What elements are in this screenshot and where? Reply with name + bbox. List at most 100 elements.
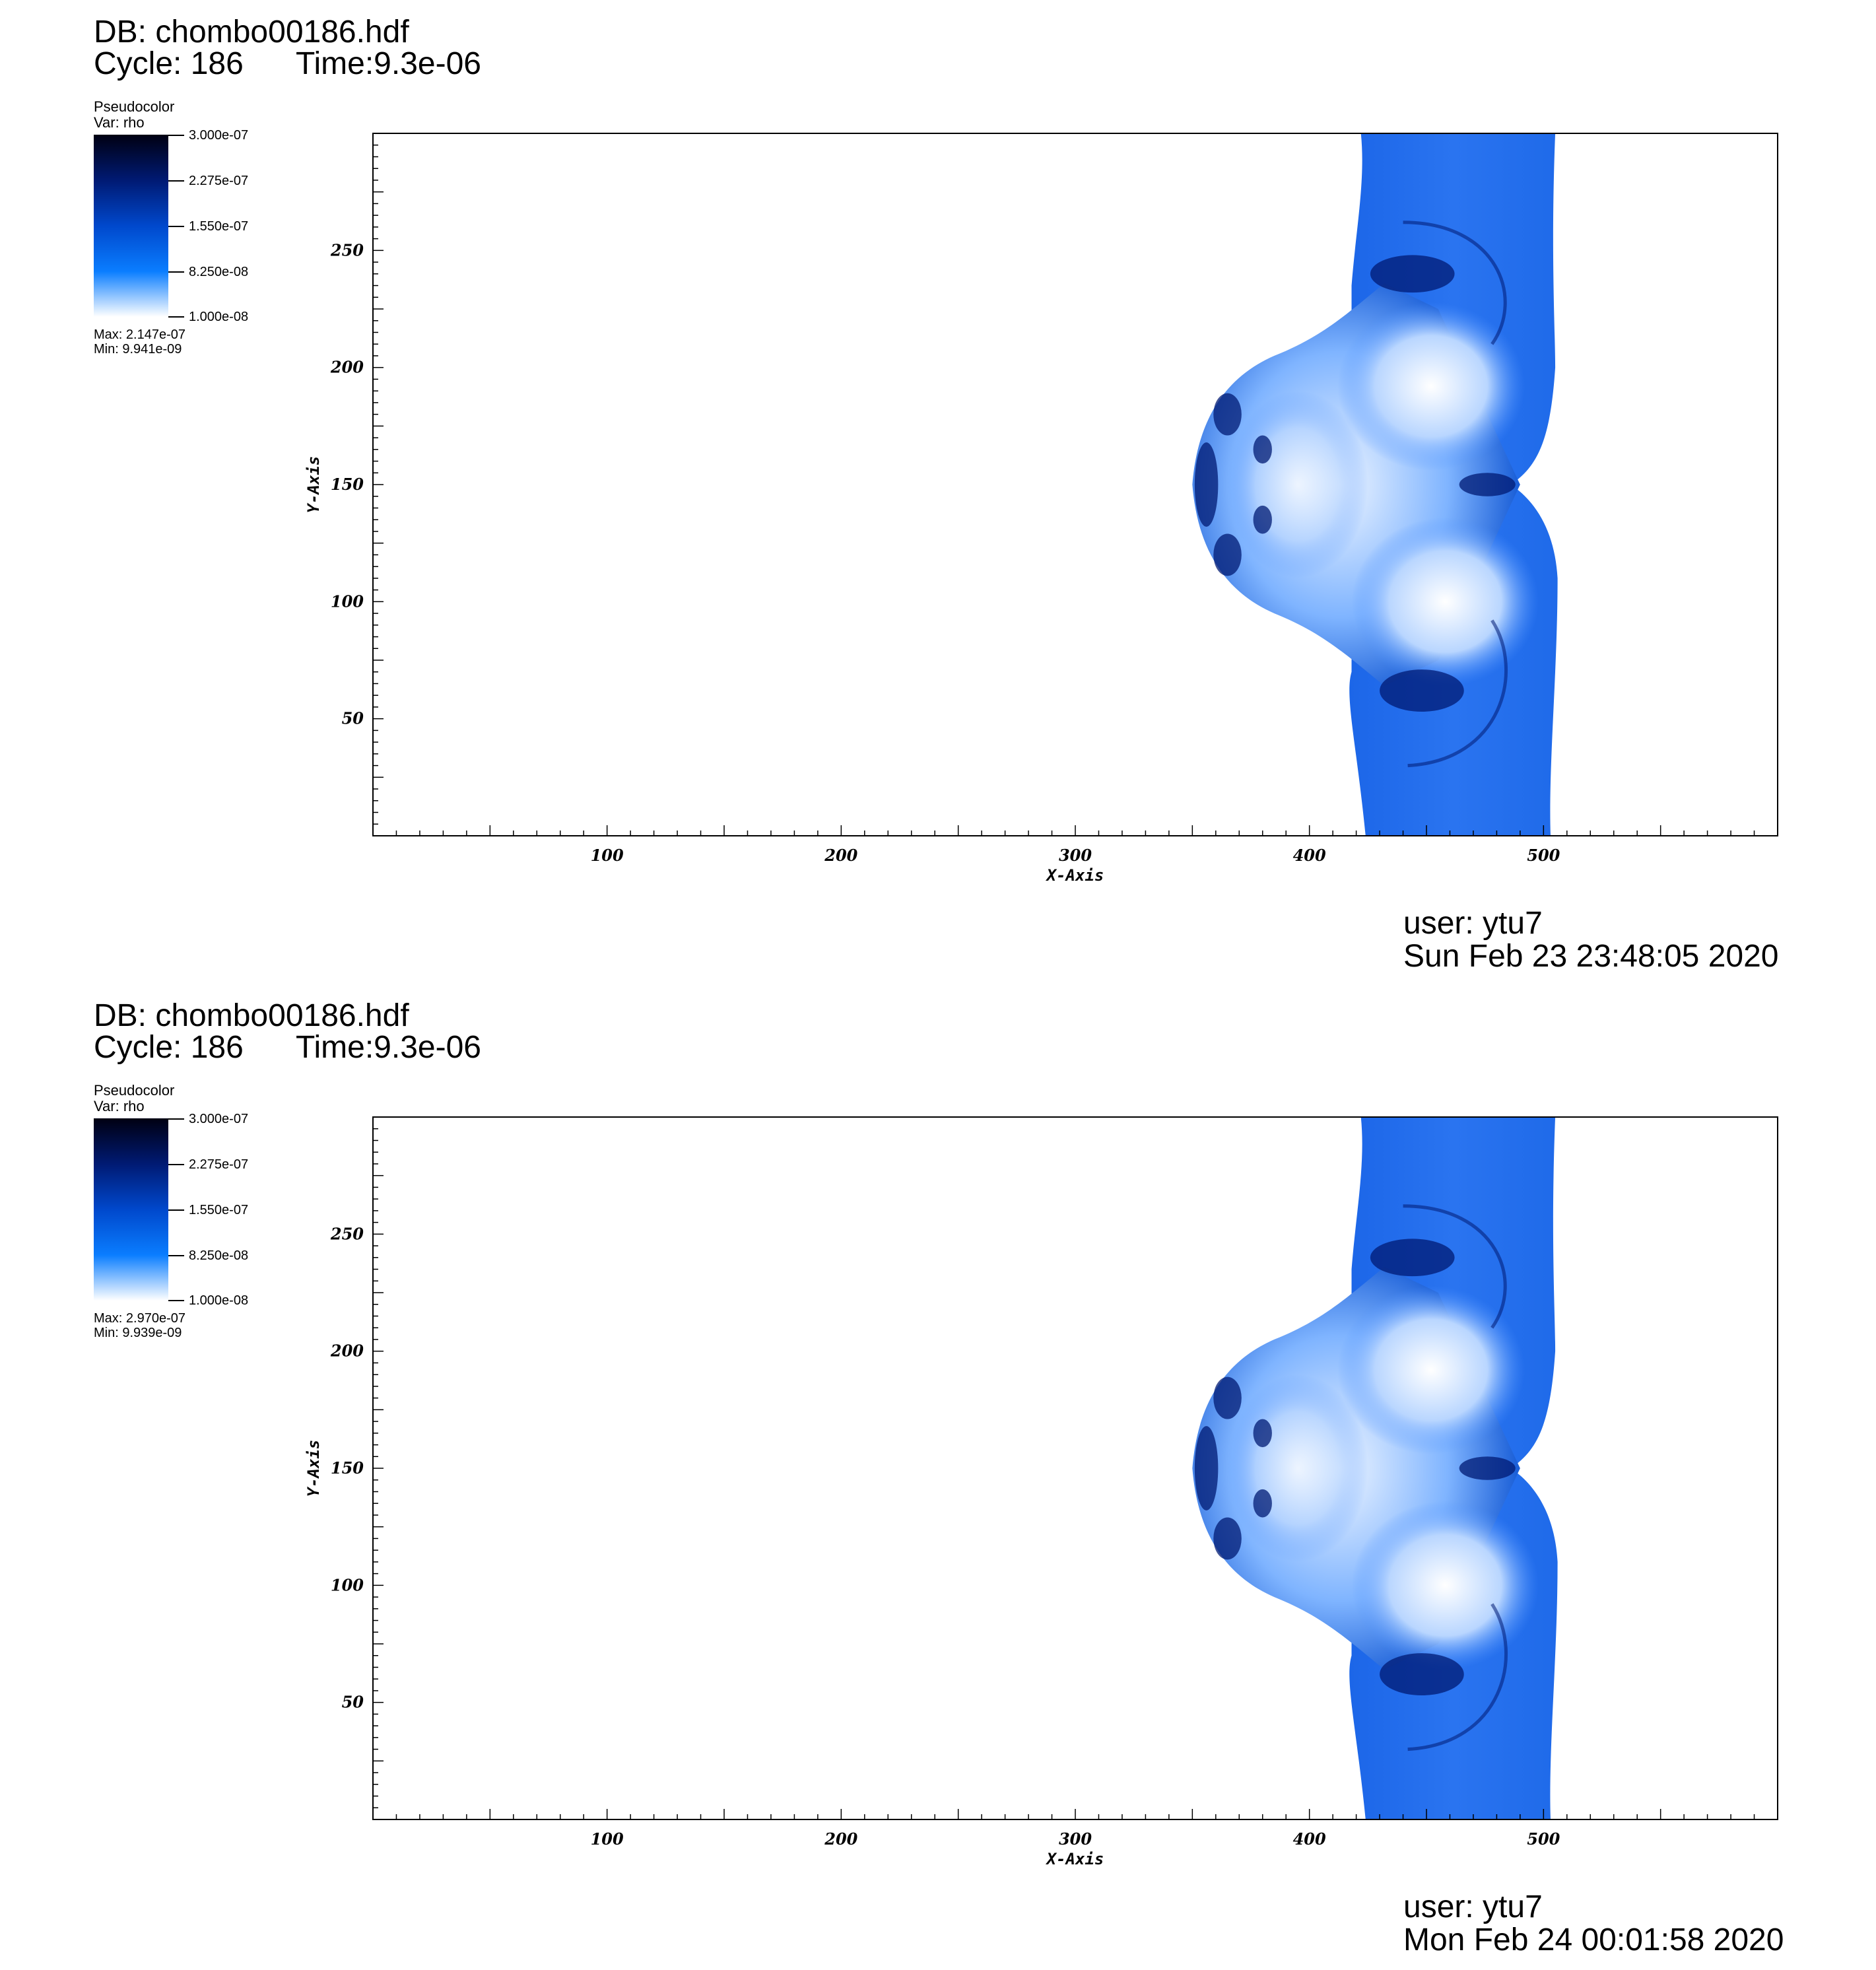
colorbar-tick-label: 2.275e-07 — [189, 174, 249, 188]
database-label: DB: chombo00186.hdf — [94, 998, 409, 1033]
plot-panel-2: DB: chombo00186.hdf Cycle: 186 Time:9.3e… — [0, 984, 1876, 1967]
x-tick-label: 100 — [591, 1829, 624, 1849]
colorbar-tick — [168, 180, 184, 182]
low-density-region — [1227, 1375, 1368, 1562]
max-label: Max: 2.147e-07 — [94, 327, 185, 342]
cycle-time-label: Cycle: 186 Time:9.3e-06 — [94, 48, 481, 81]
low-density-region — [1337, 1285, 1525, 1454]
high-density-feature — [1194, 442, 1219, 527]
high-density-feature — [1194, 1426, 1219, 1511]
plot-frame — [372, 1116, 1778, 1820]
y-tick-label: 250 — [330, 240, 364, 259]
high-density-feature — [1380, 669, 1464, 712]
shock-arc — [1407, 1603, 1508, 1751]
low-density-region — [1351, 1501, 1539, 1670]
x-tick-label: 300 — [1059, 846, 1092, 865]
y-tick-label: 50 — [342, 709, 364, 728]
x-tick-label: 100 — [591, 846, 624, 865]
plot-panel-1: DB: chombo00186.hdf Cycle: 186 Time:9.3e… — [0, 0, 1876, 984]
density-field — [1192, 133, 1558, 836]
x-axis-title: X-Axis — [1046, 866, 1104, 885]
colorbar-tick — [168, 135, 184, 136]
colorbar-tick-label: 8.250e-08 — [189, 265, 249, 279]
cycle-label: Cycle: 186 — [94, 1030, 244, 1065]
colorbar-tick-label: 3.000e-07 — [189, 128, 249, 143]
y-tick-label: 150 — [331, 475, 364, 494]
high-density-feature — [1459, 473, 1516, 496]
colorbar-tick-label: 1.550e-07 — [189, 1203, 249, 1217]
colorbar-tick — [168, 316, 184, 318]
colorbar-tick-label: 8.250e-08 — [189, 1248, 249, 1263]
plot-frame — [372, 133, 1778, 836]
legend-variable: Var: rho — [94, 114, 145, 131]
colorbar-tick — [168, 1255, 184, 1256]
colorbar — [94, 1118, 168, 1301]
colorbar-tick-label: 1.550e-07 — [189, 219, 249, 234]
y-tick-label: 150 — [331, 1458, 364, 1478]
colorbar-tick — [168, 1164, 184, 1165]
x-tick-label: 400 — [1293, 846, 1326, 865]
high-density-feature — [1253, 1419, 1272, 1448]
density-field — [1192, 1117, 1558, 1819]
colorbar-tick-label: 1.000e-08 — [189, 310, 249, 324]
low-density-region — [1351, 517, 1539, 687]
density-plot: 100 200 300 400 500 50 100 150 200 250 X-Axis Y-Axi… — [304, 133, 1778, 885]
low-density-region — [1337, 302, 1525, 471]
time-label: Time:9.3e-06 — [295, 1030, 481, 1065]
database-label: DB: chombo00186.hdf — [94, 15, 409, 50]
x-tick-label: 400 — [1293, 1829, 1326, 1849]
legend-variable: Var: rho — [94, 1098, 145, 1114]
y-tick-label: 100 — [331, 592, 364, 611]
legend-title: Pseudocolor — [94, 1082, 175, 1099]
high-density-feature — [1213, 393, 1242, 436]
x-tick-label: 300 — [1059, 1829, 1092, 1849]
y-tick-label: 200 — [330, 1342, 364, 1361]
y-axis-title: Y-Axis — [304, 1440, 323, 1497]
max-label: Max: 2.970e-07 — [94, 1311, 185, 1326]
y-tick-label: 200 — [330, 358, 364, 377]
x-tick-label: 200 — [824, 846, 857, 865]
time-label: Time:9.3e-06 — [295, 46, 481, 81]
x-tick-label: 500 — [1527, 846, 1560, 865]
colorbar-tick-label: 3.000e-07 — [189, 1112, 249, 1126]
min-label: Min: 9.939e-09 — [94, 1326, 182, 1340]
y-axis-title: Y-Axis — [304, 456, 323, 514]
colorbar-tick — [168, 1300, 184, 1301]
y-tick-label: 50 — [342, 1693, 364, 1712]
x-axis-title: X-Axis — [1046, 1850, 1104, 1868]
cycle-label: Cycle: 186 — [94, 46, 244, 81]
high-density-feature — [1370, 255, 1455, 293]
y-tick-label: 100 — [331, 1575, 364, 1594]
colorbar-tick — [168, 1209, 184, 1211]
high-density-feature — [1213, 1376, 1242, 1419]
high-density-feature — [1213, 1517, 1242, 1560]
high-density-feature — [1459, 1456, 1516, 1480]
min-label: Min: 9.941e-09 — [94, 342, 182, 357]
high-density-feature — [1253, 1489, 1272, 1518]
density-plot: 100 200 300 400 500 50 100 150 200 250 X-Axis Y-Axi… — [304, 1116, 1778, 1868]
user-label: user: ytu7 — [1403, 1889, 1543, 1924]
shock-arc — [1407, 619, 1508, 768]
high-density-feature — [1253, 435, 1272, 464]
legend-title: Pseudocolor — [94, 98, 175, 115]
low-density-region — [1227, 391, 1368, 578]
user-label: user: ytu7 — [1403, 906, 1543, 941]
x-tick-label: 200 — [824, 1829, 857, 1849]
high-density-feature — [1370, 1239, 1455, 1277]
colorbar-tick — [168, 1118, 184, 1120]
cycle-time-label: Cycle: 186 Time:9.3e-06 — [94, 1031, 481, 1064]
colorbar-tick — [168, 226, 184, 227]
shock-arc — [1403, 1204, 1507, 1329]
high-density-feature — [1253, 505, 1272, 534]
high-density-feature — [1380, 1653, 1464, 1696]
shock-arc — [1403, 221, 1507, 345]
x-tick-label: 500 — [1527, 1829, 1560, 1849]
y-tick-label: 250 — [330, 1224, 364, 1243]
colorbar-tick-label: 2.275e-07 — [189, 1157, 249, 1172]
colorbar-tick-label: 1.000e-08 — [189, 1293, 249, 1308]
date-label: Mon Feb 24 00:01:58 2020 — [1403, 1922, 1784, 1957]
colorbar — [94, 135, 168, 317]
colorbar-tick — [168, 271, 184, 273]
high-density-feature — [1213, 533, 1242, 576]
date-label: Sun Feb 23 23:48:05 2020 — [1403, 939, 1779, 974]
